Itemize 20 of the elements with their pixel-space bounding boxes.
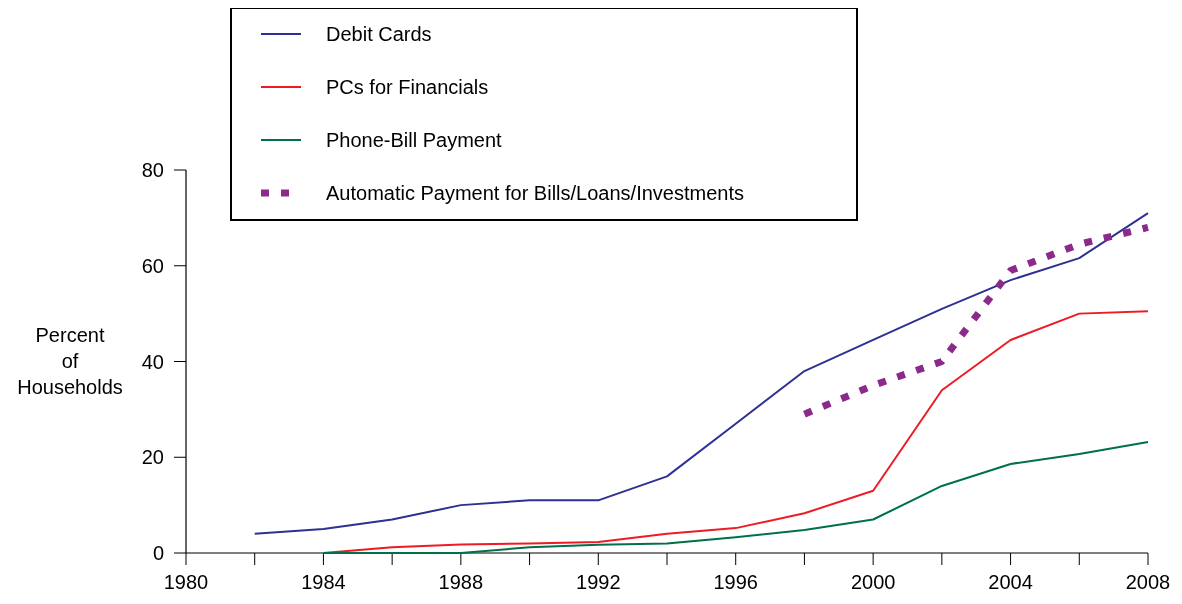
- x-tick-label: 1984: [301, 571, 346, 593]
- y-tick-label: 60: [141, 254, 164, 277]
- x-tick-label: 2004: [988, 571, 1033, 593]
- y-axis-title: Percent of Households: [17, 324, 123, 398]
- y-tick-label: 20: [141, 446, 164, 469]
- x-tick-label: 1996: [713, 571, 758, 593]
- x-tick-label: 1988: [438, 571, 484, 593]
- x-tick-label: 2000: [850, 571, 896, 593]
- y-tick-label: 80: [141, 159, 164, 181]
- x-tick-label: 2008: [1125, 571, 1171, 593]
- x-tick-label: 1980: [163, 571, 209, 593]
- legend-label: Automatic Payment for Bills/Loans/Investments: [326, 182, 744, 204]
- legend-label: Phone-Bill Payment: [326, 129, 503, 151]
- x-tick-label: 1992: [576, 571, 621, 593]
- line-series: [322, 440, 1149, 554]
- y-tick-label: 0: [152, 542, 164, 564]
- line-series: [253, 212, 1149, 535]
- y-tick-label: 40: [141, 350, 164, 373]
- legend-label: PCs for Financials: [326, 76, 489, 98]
- legend-label: Debit Cards: [326, 23, 432, 45]
